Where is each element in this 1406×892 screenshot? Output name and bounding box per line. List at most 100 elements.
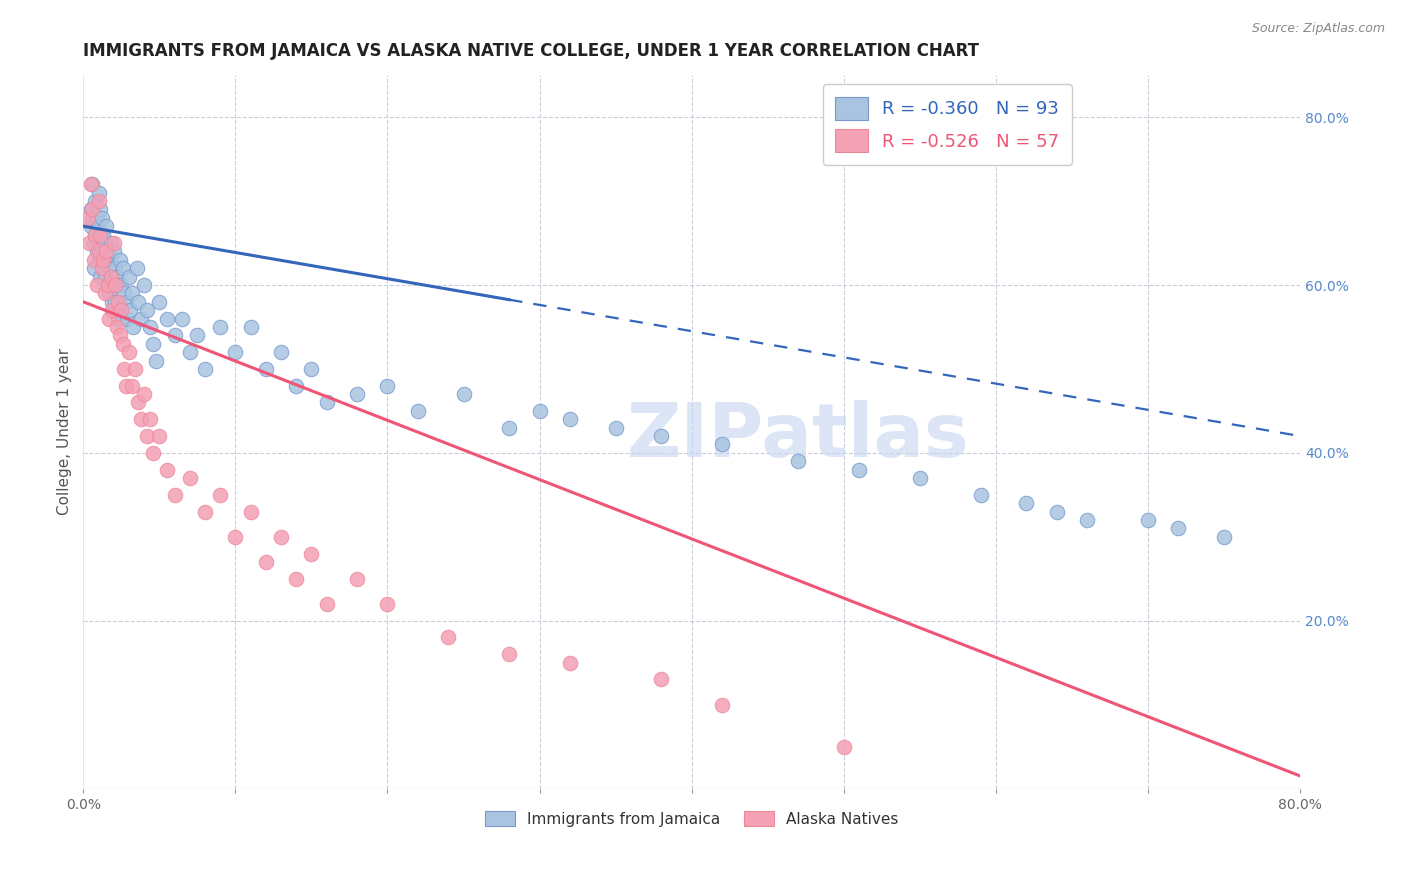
Point [270,530,292,544]
Point [105,303,128,318]
Point [112,286,135,301]
Point [87,252,110,267]
Point [121,378,143,392]
Point [139,412,162,426]
Text: ZIPatlas: ZIPatlas [627,400,970,473]
Point [118,269,141,284]
Point [104,278,127,293]
Point [91,261,114,276]
Point [270,345,292,359]
Point [437,631,460,645]
Point [136,429,159,443]
Point [194,362,217,376]
Point [97,278,120,293]
Point [186,328,208,343]
Point [142,446,165,460]
Point [87,194,110,208]
Point [1015,496,1038,510]
Point [90,211,112,225]
Point [254,555,277,569]
Point [453,387,475,401]
Point [127,294,149,309]
Point [93,269,115,284]
Point [103,278,125,293]
Point [377,597,399,611]
Point [91,227,114,242]
Point [108,328,131,343]
Point [1076,513,1098,527]
Point [100,235,122,250]
Point [163,328,186,343]
Point [139,320,162,334]
Point [122,320,145,334]
Point [83,235,105,250]
Point [84,227,107,242]
Point [90,261,112,276]
Point [86,211,108,225]
Point [118,345,141,359]
Point [82,178,104,192]
Point [87,219,110,234]
Point [127,395,149,409]
Point [111,336,134,351]
Point [100,269,122,284]
Point [285,572,308,586]
Point [156,462,179,476]
Point [94,219,117,234]
Point [239,320,262,334]
Point [104,294,127,309]
Point [969,488,991,502]
Point [86,244,108,259]
Point [89,269,111,284]
Point [1046,505,1069,519]
Point [101,303,124,318]
Point [111,261,134,276]
Point [89,235,111,250]
Point [121,286,143,301]
Point [1213,530,1236,544]
Point [209,320,232,334]
Point [91,252,114,267]
Point [89,227,111,242]
Point [83,261,105,276]
Point [285,378,308,392]
Point [172,311,194,326]
Point [224,530,246,544]
Point [120,303,142,318]
Point [84,194,107,208]
Point [105,320,128,334]
Point [90,244,112,259]
Point [84,227,107,242]
Point [101,294,124,309]
Point [529,404,551,418]
Point [558,412,581,426]
Point [346,572,368,586]
Point [80,178,103,192]
Point [80,202,103,217]
Point [650,429,672,443]
Point [86,278,108,293]
Point [650,673,672,687]
Point [108,252,131,267]
Point [179,345,201,359]
Point [103,235,125,250]
Point [711,698,734,712]
Point [787,454,810,468]
Point [498,420,520,434]
Point [832,739,855,754]
Point [194,505,217,519]
Point [134,278,156,293]
Point [124,362,146,376]
Point [148,429,170,443]
Point [107,311,129,326]
Point [105,269,128,284]
Point [239,505,262,519]
Point [94,252,117,267]
Point [1167,521,1189,535]
Point [145,353,167,368]
Point [107,278,129,293]
Point [94,244,117,259]
Point [89,202,111,217]
Point [83,252,105,267]
Point [315,395,337,409]
